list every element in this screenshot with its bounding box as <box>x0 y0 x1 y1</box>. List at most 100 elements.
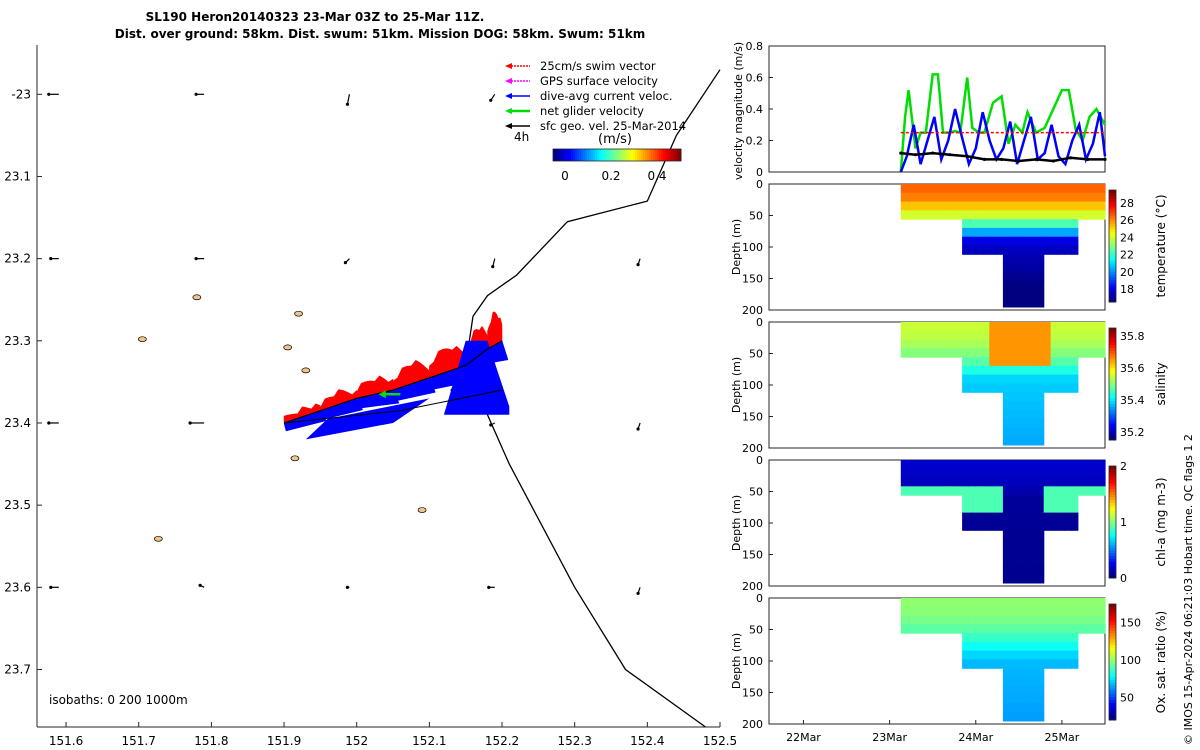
map-colorbar-cell <box>653 149 656 161</box>
temperature-cell <box>1016 236 1024 247</box>
chla-cell <box>1036 547 1045 558</box>
temperature-colorbar-cell <box>1109 257 1116 261</box>
chla-colorbar-cell <box>1109 575 1116 579</box>
chla-cell <box>941 460 950 470</box>
salinity-cell <box>1023 330 1031 341</box>
salinity-cell <box>1098 339 1106 349</box>
oxygen-cell <box>1030 624 1038 634</box>
salinity-colorbar-tick: 35.6 <box>1120 362 1145 375</box>
oxygen-cell <box>1043 615 1052 625</box>
oxygen-cell <box>996 615 1004 625</box>
salinity-cell <box>1098 322 1106 332</box>
temperature-cell <box>1036 289 1045 299</box>
oxygen-cell <box>1016 659 1024 669</box>
salinity-cell <box>1084 322 1092 332</box>
salinity-cell <box>982 322 990 332</box>
salinity-cell <box>1030 348 1038 358</box>
temperature-cell <box>989 192 997 203</box>
temperature-cell <box>996 201 1004 211</box>
temperature-cell <box>1043 201 1052 211</box>
map-colorbar-cell <box>587 149 590 161</box>
map-colorbar-cell <box>665 149 668 161</box>
salinity-colorbar-cell <box>1109 367 1116 371</box>
oxygen-cell <box>1064 624 1072 634</box>
chla-cell <box>928 486 936 496</box>
oxygen-cell <box>1002 598 1011 608</box>
oxygen-cell <box>996 633 1004 643</box>
salinity-cell <box>982 357 990 367</box>
oxygen-cell <box>907 598 915 608</box>
chla-cell <box>1002 486 1011 496</box>
chla-cell <box>941 477 950 487</box>
oxygen-cell <box>1077 624 1086 634</box>
temperature-colorbar-cell <box>1109 265 1116 269</box>
oxygen-cell <box>1023 650 1031 660</box>
salinity-cell <box>1071 365 1079 376</box>
map-colorbar-cell <box>609 149 612 161</box>
chla-cell <box>1057 495 1065 505</box>
salinity-ytick-label: 100 <box>742 379 763 392</box>
temperature-cell <box>1064 210 1072 220</box>
chla-cell <box>1030 495 1038 505</box>
oxygen-colorbar-cell <box>1109 691 1116 695</box>
temperature-cell <box>928 201 936 211</box>
salinity-cell <box>1030 401 1038 411</box>
chla-cell <box>1050 477 1058 487</box>
chla-cell <box>1043 521 1052 531</box>
chla-cell <box>1071 477 1079 487</box>
oxygen-cell <box>1057 606 1065 617</box>
geo-vector-head <box>198 583 202 587</box>
temperature-colorbar-cell <box>1109 282 1116 286</box>
salinity-colorbar-cell <box>1109 398 1116 402</box>
chla-cell <box>1009 530 1018 540</box>
temperature-colorbar-cell <box>1109 248 1116 253</box>
velocity-geo-point <box>1103 157 1107 161</box>
salinity-cell <box>1002 365 1011 376</box>
oxygen-cell <box>996 598 1004 608</box>
salinity-cell <box>982 348 990 358</box>
salinity-cell <box>982 339 990 349</box>
oxygen-cell <box>948 606 956 617</box>
temperature-cell <box>934 210 943 220</box>
chla-cell <box>1036 468 1045 479</box>
oxygen-cell <box>1002 659 1011 669</box>
salinity-cell <box>1002 339 1011 349</box>
salinity-cell <box>1091 322 1099 332</box>
temperature-colorbar-cell <box>1109 268 1116 272</box>
time-xtick-label: 22Mar <box>786 731 821 744</box>
salinity-cell <box>1002 322 1011 332</box>
map-colorbar-cell <box>651 149 654 161</box>
chla-cell <box>1050 486 1058 496</box>
salinity-cell <box>1023 357 1031 367</box>
oxygen-ytick-label: 150 <box>742 687 763 700</box>
chla-colorbar-cell <box>1109 522 1116 526</box>
map-colorbar-cell <box>675 149 678 161</box>
chla-cell <box>1098 486 1106 496</box>
temperature-colorbar-cell <box>1109 190 1116 194</box>
legend-arrowhead-gps <box>505 78 512 84</box>
oxygen-colorbar-cell <box>1109 612 1116 617</box>
oxygen-cell <box>1071 650 1079 660</box>
oxygen-cell <box>982 641 990 652</box>
salinity-cell <box>962 374 970 384</box>
temperature-cell <box>1009 289 1018 299</box>
temperature-colorbar-cell <box>1109 215 1116 219</box>
temperature-cell <box>996 219 1004 229</box>
chla-cell <box>1050 460 1058 470</box>
salinity-cell <box>975 374 984 384</box>
chla-colorbar-label: chl-a (mg m-3) <box>1154 477 1168 566</box>
salinity-cell <box>989 339 997 349</box>
chla-cell <box>1057 521 1065 531</box>
temperature-cell <box>1002 289 1011 299</box>
chla-cell <box>975 495 984 505</box>
temperature-cell <box>1098 210 1106 220</box>
temperature-cell <box>1030 271 1038 282</box>
chla-colorbar-cell <box>1109 482 1116 487</box>
temperature-cell <box>955 192 963 203</box>
chla-cell <box>962 468 970 479</box>
salinity-colorbar-cell <box>1109 372 1116 377</box>
salinity-cell <box>1043 348 1052 358</box>
salinity-cell <box>1002 392 1011 402</box>
salinity-cell <box>975 365 984 376</box>
salinity-cell <box>962 339 970 349</box>
